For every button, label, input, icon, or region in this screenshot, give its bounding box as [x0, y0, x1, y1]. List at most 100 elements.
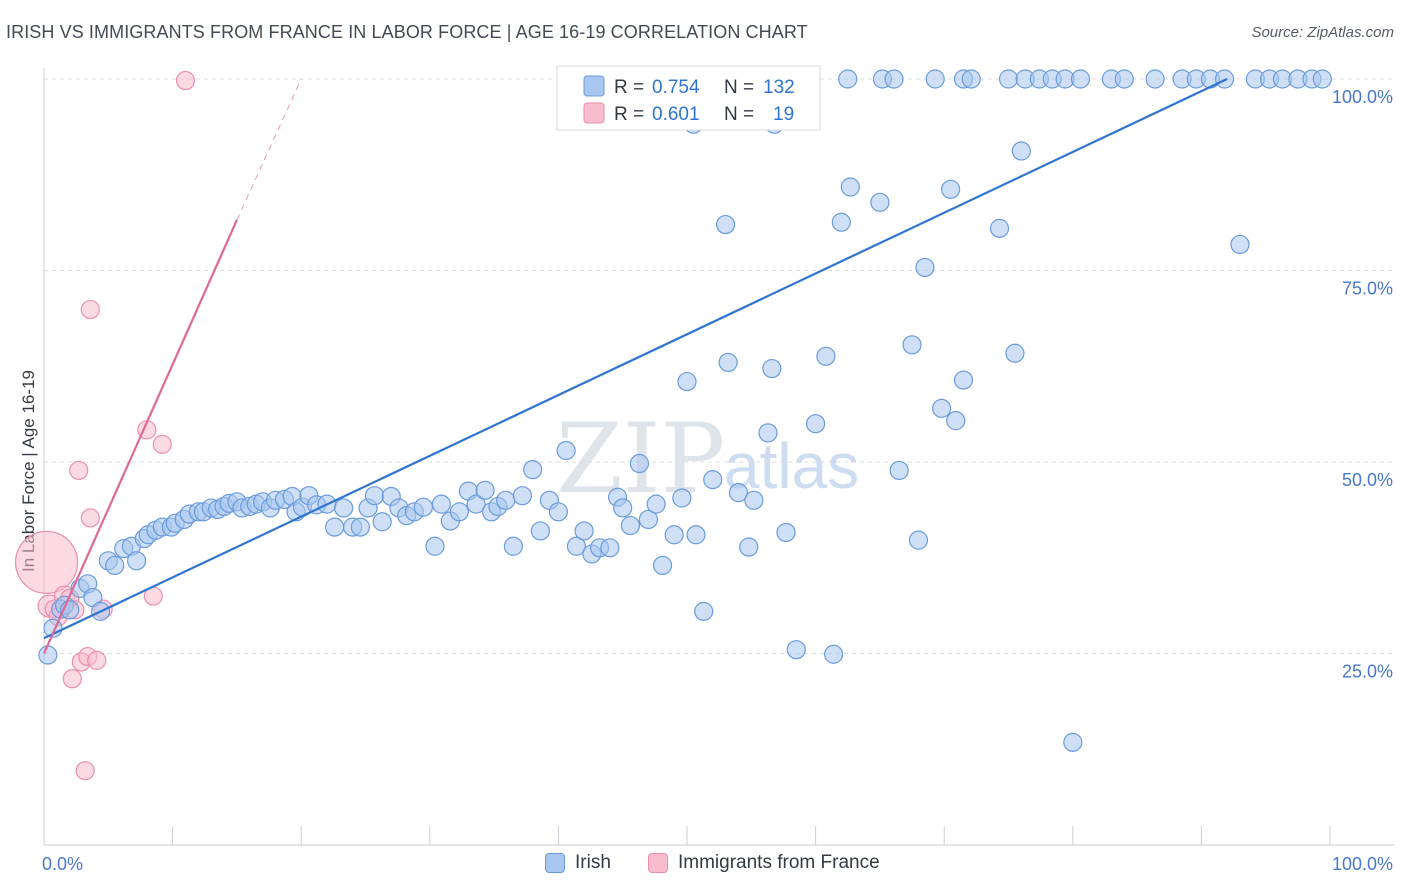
- irish-point: [946, 411, 966, 431]
- france-point: [80, 508, 100, 528]
- irish-point: [449, 502, 469, 522]
- irish-point: [466, 494, 486, 514]
- legend-france-n-label: N =: [724, 104, 754, 125]
- irish-point: [744, 490, 764, 510]
- irish-point: [334, 498, 354, 518]
- irish-point: [431, 494, 451, 514]
- irish-point: [915, 257, 935, 278]
- irish-point: [646, 494, 666, 514]
- irish-point: [902, 335, 922, 355]
- legend-irish-n-value: 132: [763, 77, 795, 98]
- irish-point: [816, 346, 836, 366]
- irish-point: [941, 179, 961, 199]
- irish-point: [1114, 69, 1134, 89]
- y-tick-label: 25.0%: [1342, 662, 1393, 682]
- legend-irish-label: Irish: [575, 852, 611, 873]
- irish-point: [364, 486, 385, 506]
- legend-item-irish: Irish: [545, 852, 611, 874]
- irish-point: [831, 212, 851, 232]
- legend-irish-r-value: 0.754: [652, 77, 700, 98]
- irish-point: [126, 551, 147, 571]
- irish-point: [638, 509, 659, 530]
- irish-point: [325, 517, 345, 537]
- irish-series: [38, 69, 1332, 752]
- irish-point: [686, 525, 706, 545]
- irish-point: [600, 538, 620, 558]
- irish-point: [677, 371, 697, 392]
- legend-irish-r-label: R =: [614, 77, 644, 98]
- correlation-legend: R = 0.754 N = 132 R = 0.601 N = 19: [556, 65, 821, 131]
- irish-point: [925, 69, 945, 89]
- irish-point: [932, 398, 952, 418]
- france-trend-line: [42, 219, 238, 654]
- irish-point: [762, 358, 782, 379]
- irish-point: [961, 69, 981, 89]
- axes: [43, 68, 1395, 846]
- irish-point: [953, 370, 974, 390]
- legend-france-label: Immigrants from France: [678, 852, 880, 873]
- irish-point: [728, 483, 749, 503]
- irish-point: [530, 521, 550, 541]
- irish-point: [548, 502, 569, 522]
- irish-point: [620, 515, 641, 536]
- irish-point: [574, 521, 594, 541]
- france-trend-extension: [236, 78, 302, 221]
- irish-point: [672, 488, 692, 508]
- source-label: Source: ZipAtlas.com: [1251, 24, 1394, 41]
- trend-lines: [42, 78, 1228, 654]
- y-tick-labels: 25.0% 50.0% 75.0% 100.0%: [1332, 87, 1393, 682]
- irish-point: [1063, 732, 1083, 752]
- irish-point: [703, 470, 723, 490]
- france-point: [152, 434, 172, 454]
- irish-point: [613, 498, 633, 518]
- irish-point: [350, 517, 370, 537]
- irish-point: [838, 69, 858, 89]
- y-axis-title: In Labor Force | Age 16-19: [19, 370, 38, 572]
- irish-point: [425, 536, 445, 556]
- france-point: [69, 460, 89, 481]
- irish-point: [1145, 69, 1165, 89]
- irish-point: [496, 490, 516, 510]
- irish-point: [1070, 69, 1091, 89]
- irish-point: [38, 645, 58, 665]
- zipatlas-watermark: ZIP atlas: [556, 403, 859, 515]
- irish-point: [805, 414, 826, 434]
- irish-point: [475, 480, 495, 500]
- irish-point: [629, 453, 650, 474]
- irish-point: [998, 69, 1019, 89]
- irish-point: [908, 530, 929, 550]
- france-point: [14, 530, 79, 594]
- irish-point: [694, 601, 714, 621]
- irish-point: [413, 497, 433, 517]
- irish-point: [715, 214, 736, 235]
- x-tick-label: 100.0%: [1332, 854, 1393, 874]
- irish-trend-line: [43, 78, 1228, 640]
- legend-irish-n-label: N =: [724, 77, 754, 98]
- irish-point: [105, 555, 125, 576]
- irish-point: [664, 525, 684, 545]
- irish-point: [523, 460, 543, 480]
- irish-point: [824, 644, 844, 664]
- y-tick-label: 50.0%: [1342, 470, 1393, 490]
- irish-point: [870, 192, 890, 212]
- irish-point: [556, 440, 576, 461]
- irish-point: [739, 537, 759, 557]
- x-tick-labels: 0.0% 100.0%: [42, 854, 1393, 874]
- france-point: [87, 650, 107, 670]
- x-tick-label: 0.0%: [42, 854, 83, 874]
- france-point: [80, 299, 100, 320]
- irish-point: [718, 352, 738, 373]
- y-tick-label: 75.0%: [1342, 279, 1393, 299]
- series-legend: Irish Immigrants from France: [0, 850, 1406, 880]
- france-point: [175, 70, 196, 91]
- france-point: [62, 669, 82, 689]
- irish-point: [989, 218, 1010, 238]
- irish-point: [566, 536, 587, 556]
- irish-point: [776, 522, 796, 543]
- irish-point: [884, 69, 904, 89]
- legend-france-r-value: 0.601: [652, 104, 700, 125]
- legend-france-marker: [648, 853, 668, 873]
- legend-france-r-label: R =: [614, 104, 644, 125]
- irish-point: [1312, 69, 1332, 89]
